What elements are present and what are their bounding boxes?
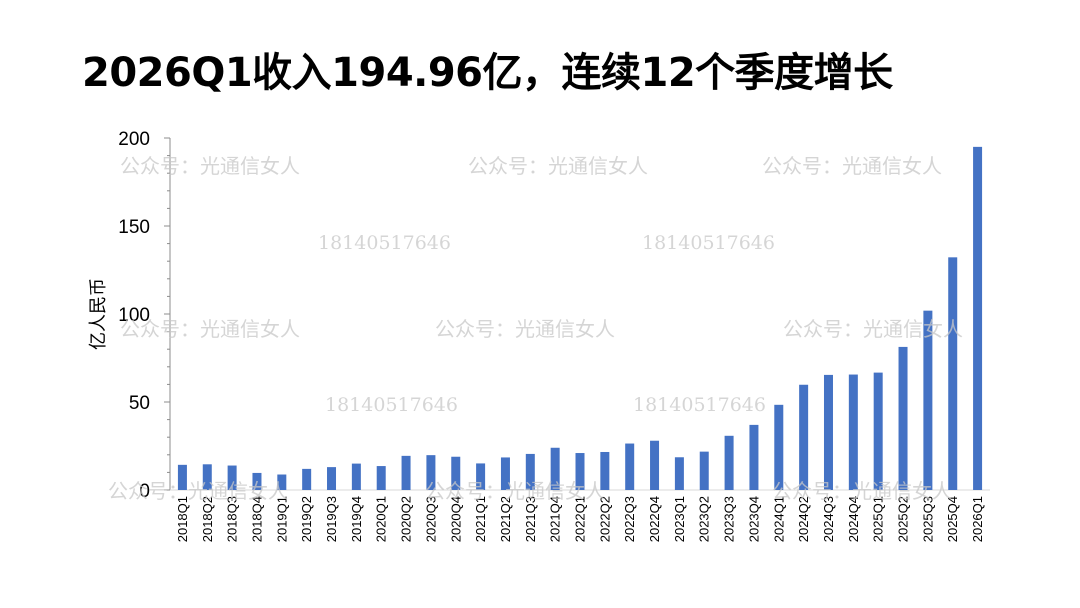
x-tick-label: 2020Q2 <box>399 496 414 542</box>
x-tick-label: 2019Q4 <box>349 496 364 542</box>
bar <box>625 443 635 490</box>
bar <box>873 372 883 490</box>
bar <box>376 466 386 490</box>
x-tick-label: 2020Q3 <box>423 496 438 542</box>
chart-tick-labels: 0 50 100 150 200 亿人民币 2018Q1 2018Q2 2018Q3 2018Q4… <box>88 129 985 542</box>
x-tick-label: 2026Q1 <box>970 496 985 542</box>
x-tick-label: 2021Q1 <box>473 496 488 542</box>
bar <box>724 435 734 490</box>
chart-axes <box>164 137 990 491</box>
bar <box>401 455 411 490</box>
x-tick-label: 2018Q1 <box>175 496 190 542</box>
bar <box>823 374 833 490</box>
y-tick-label: 200 <box>118 129 150 150</box>
bar <box>948 257 958 490</box>
bar <box>550 447 560 490</box>
bar <box>476 463 486 490</box>
bar <box>202 464 212 490</box>
y-tick-label: 0 <box>139 481 150 502</box>
y-axis-label: 亿人民币 <box>88 278 109 350</box>
bar <box>277 474 287 490</box>
bar <box>302 468 312 490</box>
bar <box>177 464 187 490</box>
bar <box>699 451 709 490</box>
x-tick-label: 2019Q3 <box>324 496 339 542</box>
x-tick-label: 2018Q4 <box>249 496 264 542</box>
y-tick-label: 50 <box>129 393 150 414</box>
x-tick-label: 2025Q1 <box>871 496 886 542</box>
x-tick-label: 2022Q2 <box>597 496 612 542</box>
bar <box>749 424 759 490</box>
chart-bars <box>177 146 983 490</box>
bar <box>799 384 809 490</box>
x-tick-label: 2022Q1 <box>573 496 588 542</box>
x-tick-label: 2023Q2 <box>697 496 712 542</box>
x-tick-label: 2024Q2 <box>796 496 811 542</box>
bar <box>600 451 610 490</box>
x-tick-label: 2021Q3 <box>523 496 538 542</box>
bar <box>451 456 461 490</box>
bar <box>426 455 436 490</box>
bar <box>351 463 361 490</box>
x-tick-label: 2025Q4 <box>945 496 960 542</box>
y-tick-label: 150 <box>118 217 150 238</box>
bar <box>923 310 933 490</box>
bar <box>252 472 262 490</box>
bar <box>327 467 337 490</box>
x-tick-label: 2022Q3 <box>622 496 637 542</box>
x-tick-label: 2018Q3 <box>225 496 240 542</box>
x-tick-label: 2023Q4 <box>746 496 761 542</box>
x-tick-label: 2021Q2 <box>498 496 513 542</box>
bar <box>774 404 784 490</box>
x-tick-label: 2023Q3 <box>722 496 737 542</box>
x-tick-label: 2025Q2 <box>896 496 911 542</box>
x-tick-label: 2019Q2 <box>299 496 314 542</box>
bar <box>973 146 983 490</box>
bar <box>525 453 535 490</box>
x-tick-label: 2025Q3 <box>920 496 935 542</box>
y-tick-label: 100 <box>118 305 150 326</box>
x-tick-label: 2021Q4 <box>548 496 563 542</box>
x-tick-label: 2020Q4 <box>448 496 463 542</box>
x-tick-label: 2018Q2 <box>200 496 215 542</box>
x-tick-label: 2022Q4 <box>647 496 662 542</box>
bar <box>848 374 858 490</box>
page-title: 2026Q1收入194.96亿，连续12个季度增长 <box>82 50 893 96</box>
x-tick-label: 2020Q1 <box>374 496 389 542</box>
bar <box>500 457 510 490</box>
x-tick-label: 2024Q4 <box>846 496 861 542</box>
x-tick-label: 2024Q3 <box>821 496 836 542</box>
x-tick-label: 2023Q1 <box>672 496 687 542</box>
bar <box>227 465 237 490</box>
x-tick-label: 2024Q1 <box>771 496 786 542</box>
bar <box>575 453 585 490</box>
bar <box>898 346 908 490</box>
bar <box>674 457 684 490</box>
x-tick-label: 2019Q1 <box>274 496 289 542</box>
bar <box>650 440 660 490</box>
